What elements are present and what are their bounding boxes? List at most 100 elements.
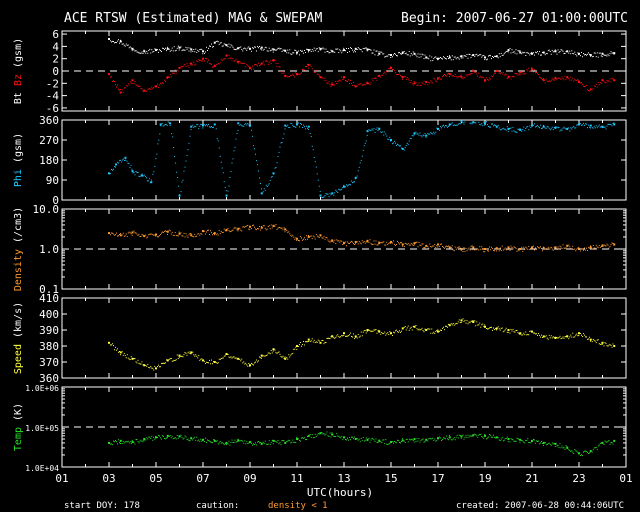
data-point <box>225 194 228 197</box>
data-sample <box>277 351 279 353</box>
data-sample <box>431 438 433 440</box>
data-sample <box>224 58 226 60</box>
data-sample <box>312 341 314 343</box>
data-sample <box>181 50 183 52</box>
data-sample <box>132 172 134 174</box>
data-sample <box>185 352 187 354</box>
data-sample <box>501 128 503 130</box>
data-sample <box>222 172 224 174</box>
data-sample <box>561 247 563 249</box>
data-sample <box>596 86 598 88</box>
data-point <box>108 73 110 76</box>
data-point <box>448 324 451 327</box>
data-sample <box>471 73 473 75</box>
data-sample <box>200 358 202 360</box>
data-sample <box>188 142 190 144</box>
data-sample <box>498 72 500 74</box>
data-sample <box>534 249 535 251</box>
data-sample <box>288 354 290 356</box>
data-sample <box>578 246 580 248</box>
data-sample <box>293 236 295 238</box>
data-sample <box>576 248 578 250</box>
data-point <box>531 246 533 249</box>
data-sample <box>286 356 288 358</box>
data-sample <box>546 248 548 250</box>
data-sample <box>350 79 351 81</box>
data-sample <box>481 246 483 248</box>
data-sample <box>248 66 250 68</box>
data-sample <box>562 127 564 129</box>
y-tick-label: 10.0 <box>33 203 60 216</box>
y-label-part: (gsm) <box>13 38 24 74</box>
data-sample <box>318 433 320 435</box>
data-sample <box>258 47 259 49</box>
data-sample <box>254 362 255 364</box>
data-sample <box>529 54 531 56</box>
data-sample <box>450 247 452 249</box>
data-sample <box>454 246 456 248</box>
data-sample <box>336 335 338 337</box>
data-sample <box>110 234 111 236</box>
data-sample <box>322 340 324 342</box>
data-sample <box>228 185 230 187</box>
data-sample <box>550 246 552 248</box>
data-sample <box>277 439 279 441</box>
data-sample <box>572 126 574 128</box>
data-sample <box>194 355 196 357</box>
data-sample <box>476 321 478 323</box>
data-sample <box>277 47 279 49</box>
data-point <box>331 50 334 53</box>
data-sample <box>445 74 446 76</box>
data-sample <box>336 433 338 435</box>
data-sample <box>359 242 361 244</box>
data-sample <box>316 235 318 237</box>
data-sample <box>205 125 206 127</box>
data-sample <box>337 435 339 437</box>
data-sample <box>412 135 414 137</box>
data-sample <box>453 324 455 326</box>
data-sample <box>354 50 355 52</box>
data-point <box>119 91 122 94</box>
data-sample <box>207 439 208 441</box>
data-sample <box>318 185 320 187</box>
data-sample <box>517 332 519 334</box>
data-sample <box>114 441 115 443</box>
data-sample <box>138 442 140 444</box>
data-sample <box>306 65 307 67</box>
data-sample <box>287 124 289 126</box>
data-sample <box>524 51 526 53</box>
data-sample <box>489 434 490 436</box>
data-sample <box>371 330 373 332</box>
data-sample <box>118 39 119 41</box>
data-sample <box>294 238 296 240</box>
data-point <box>260 442 263 445</box>
data-sample <box>490 326 491 328</box>
data-sample <box>259 225 260 227</box>
data-sample <box>199 234 201 236</box>
data-sample <box>279 442 281 444</box>
data-sample <box>206 46 207 48</box>
data-sample <box>158 86 159 88</box>
data-sample <box>278 351 280 353</box>
data-point <box>150 181 153 184</box>
data-sample <box>452 323 454 325</box>
data-sample <box>321 196 323 198</box>
data-sample <box>241 62 243 64</box>
data-point <box>272 172 275 175</box>
data-sample <box>205 51 206 53</box>
data-sample <box>288 126 290 128</box>
data-sample <box>347 241 348 243</box>
data-sample <box>393 54 394 56</box>
data-sample <box>183 232 185 234</box>
data-point <box>143 235 146 238</box>
data-sample <box>595 56 597 58</box>
data-sample <box>415 82 417 84</box>
data-sample <box>382 333 384 335</box>
data-sample <box>459 75 461 77</box>
data-sample <box>308 128 309 130</box>
data-sample <box>215 128 217 130</box>
data-sample <box>522 250 524 252</box>
data-sample <box>270 49 272 51</box>
data-sample <box>143 174 145 176</box>
data-sample <box>597 247 599 249</box>
